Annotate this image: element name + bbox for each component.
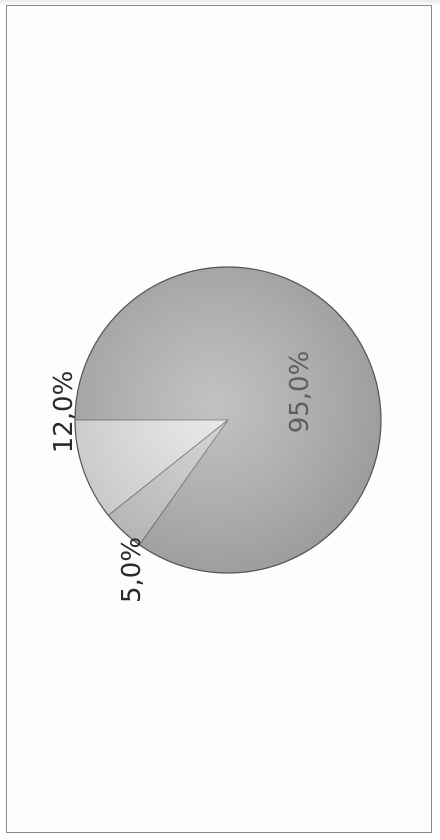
slice-label-12: 12,0% bbox=[49, 371, 79, 454]
slice-label-5: 5,0% bbox=[117, 537, 147, 603]
pie-outline bbox=[74, 266, 382, 574]
page-top-strip bbox=[0, 0, 440, 6]
slice-label-95: 95,0% bbox=[285, 351, 315, 434]
